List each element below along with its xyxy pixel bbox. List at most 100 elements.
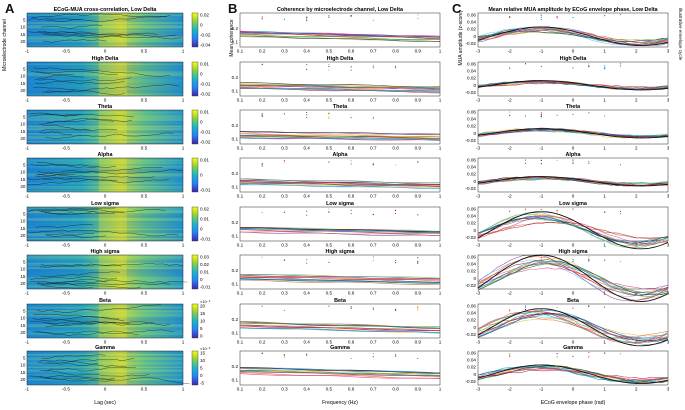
y-tick-label: 0.1 <box>232 281 239 286</box>
x-tick-label: 0.9 <box>415 194 422 199</box>
mua-plot-6: High sigma 0.06 0.04 0.02 0 -0.02 -3 -2 -1 0 1 2 3 <box>466 249 670 302</box>
significance-dot <box>417 18 419 20</box>
x-tick-label: -0.5 <box>62 340 70 345</box>
significance-dot <box>283 18 286 20</box>
colorbar-tick-label: 0.02 <box>200 262 209 267</box>
x-tick-label: 0 <box>104 340 107 345</box>
heatmap-contour <box>35 330 139 335</box>
y-tick-label: 20 <box>20 233 26 238</box>
heatmap-contour <box>27 177 117 181</box>
heatmap-row <box>27 188 183 191</box>
x-tick-label: -0.5 <box>62 146 70 151</box>
heatmap-row <box>27 261 183 263</box>
significance-dot <box>556 210 558 212</box>
mua-line <box>477 369 669 380</box>
significance-dot <box>619 14 622 16</box>
significance-dot <box>572 16 574 19</box>
heatmap-image <box>27 62 183 96</box>
significance-dot <box>509 309 511 311</box>
x-tick-label: 0.1 <box>237 340 244 345</box>
heatmap-contour <box>27 30 158 35</box>
significance-dot <box>604 352 606 354</box>
x-tick-label: 1 <box>603 98 606 103</box>
x-tick-label: 1 <box>182 146 185 151</box>
x-tick-label: 0.3 <box>281 243 288 248</box>
x-tick-label: 0.4 <box>303 194 310 199</box>
coherence-line <box>239 178 441 184</box>
heatmap-row <box>27 375 183 378</box>
x-tick-label: -1 <box>25 387 30 392</box>
significance-dot <box>540 65 542 68</box>
heatmap-center-band <box>98 351 127 385</box>
y-tick-label: 0.1 <box>232 330 239 335</box>
heatmap-row <box>27 381 183 384</box>
coherence-line <box>239 274 441 279</box>
y-tick-label: 10 <box>20 267 26 272</box>
x-tick-label: 0.7 <box>370 146 377 151</box>
significance-dot <box>588 356 590 358</box>
heatmap-row <box>27 219 183 221</box>
coherence-line <box>239 327 441 334</box>
y-tick-label: -0.02 <box>466 283 477 288</box>
colorbar-tick-label: 5 <box>200 326 203 331</box>
mua-xlabel: ECoG envelope phase (rad) <box>541 400 606 406</box>
colorbar-tick-label: -0.02 <box>200 33 211 38</box>
significance-dot <box>350 160 352 162</box>
x-tick-label: 0 <box>572 340 575 345</box>
significance-dot <box>261 305 263 307</box>
y-tick-label: 20 <box>20 88 26 93</box>
x-tick-label: 0.2 <box>259 387 266 392</box>
heatmap-contour <box>45 132 174 139</box>
heatmap-row <box>27 234 183 237</box>
heatmap-row <box>27 94 183 96</box>
x-tick-label: 0.3 <box>281 49 288 54</box>
coherence-frame <box>239 254 441 290</box>
heatmap-frame <box>26 254 184 290</box>
heatmap-center-band <box>98 304 127 338</box>
coherence-line <box>239 276 441 282</box>
heatmap-row <box>27 279 183 282</box>
significance-dot <box>394 67 397 69</box>
significance-dot <box>604 211 606 213</box>
colorbar-tick-label: 0 <box>200 173 203 178</box>
coherence-line <box>239 229 441 234</box>
heatmap-row <box>27 113 183 115</box>
mua-title: Low sigma <box>559 201 588 207</box>
significance-dot <box>328 15 330 17</box>
colorbar-tick-label: 10 <box>200 358 206 363</box>
y-tick-label: -0.02 <box>466 235 477 240</box>
heatmap-contour <box>38 210 98 215</box>
significance-dot <box>588 112 590 114</box>
significance-dot <box>306 64 308 66</box>
heatmap-row <box>27 119 183 121</box>
heatmap-row <box>27 161 183 163</box>
x-tick-label: -3 <box>476 49 481 54</box>
x-tick-label: 1 <box>439 340 442 345</box>
colorbar-exponent: ×10⁻³ <box>200 346 211 351</box>
heatmap-row <box>27 164 183 166</box>
heatmap-frame <box>26 12 184 48</box>
significance-dot <box>372 65 374 67</box>
coherence-title: Beta <box>334 298 347 304</box>
x-tick-label: 2 <box>635 387 638 392</box>
x-tick-label: 0.1 <box>237 194 244 199</box>
significance-dot <box>524 212 527 214</box>
colorbar-tick-label: 0 <box>200 72 203 77</box>
significance-dot <box>509 353 511 355</box>
y-tick-label: 0.02 <box>467 27 476 32</box>
significance-dot <box>328 113 330 115</box>
mua-plot-8: Gamma 0.06 0.04 0.02 0 -0.02 -3 -2 -1 0 1 2 3 <box>466 345 670 392</box>
heatmap-title: Low sigma <box>91 201 120 207</box>
y-tick-label: 10 <box>20 363 26 368</box>
x-tick-label: 0.6 <box>348 98 355 103</box>
heatmap-row <box>27 40 183 43</box>
x-tick-label: 0.2 <box>259 291 266 296</box>
significance-dot <box>556 212 558 214</box>
significance-dot <box>417 305 419 308</box>
heatmap-row <box>27 167 183 169</box>
significance-dot <box>604 66 606 68</box>
x-tick-label: 0.8 <box>392 49 399 54</box>
y-tick-label: 10 <box>20 25 26 30</box>
coherence-line <box>239 137 441 141</box>
x-tick-label: 0 <box>104 387 107 392</box>
